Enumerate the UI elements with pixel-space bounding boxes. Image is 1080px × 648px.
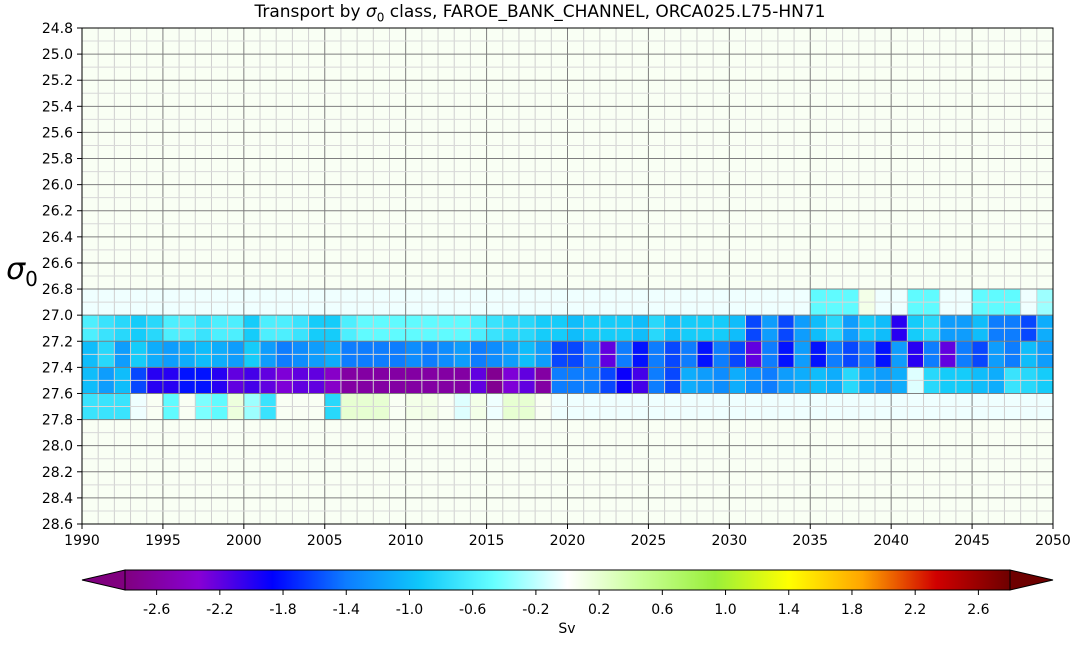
colorbar-tick-label: -2.2 — [206, 602, 233, 618]
y-tick-label: 28.0 — [42, 439, 73, 455]
y-tick-label: 26.6 — [42, 256, 73, 272]
y-axis-label-symbol: σ — [6, 252, 26, 287]
colorbar-tick-label: 1.0 — [714, 602, 736, 618]
grid-lines — [81, 27, 1054, 525]
y-tick-label: 28.2 — [42, 465, 73, 481]
y-tick-label: 25.2 — [42, 73, 73, 89]
y-tick-label: 27.2 — [42, 334, 73, 350]
colorbar-tick-label: -1.0 — [396, 602, 423, 618]
colorbar-tick-label: -1.8 — [269, 602, 296, 618]
x-tick-label: 2030 — [712, 533, 748, 549]
colorbar-tick-label: -1.4 — [333, 602, 360, 618]
y-tick-label: 28.6 — [42, 517, 73, 533]
y-axis: 24.8 25.0 25.2 25.4 25.6 25.8 26.0 26.2 26.4 26.6… — [42, 21, 82, 533]
colorbar-tick-label: -2.6 — [143, 602, 170, 618]
x-tick-label: 2000 — [226, 533, 262, 549]
colorbar-tick-label: 1.8 — [841, 602, 863, 618]
x-tick-label: 1995 — [145, 533, 181, 549]
x-axis: 1990 1995 2000 2005 2010 2015 2020 2025 2030 2035… — [64, 524, 1071, 549]
colorbar-tick-label: 1.4 — [778, 602, 800, 618]
colorbar-tick-label: 0.6 — [651, 602, 673, 618]
colorbar-extend-max — [1009, 569, 1054, 591]
y-tick-label: 26.8 — [42, 282, 73, 298]
colorbar-tick-label: -0.6 — [459, 602, 486, 618]
x-tick-label: 2025 — [631, 533, 667, 549]
y-tick-label: 28.4 — [42, 491, 73, 507]
colorbar-extend-min — [81, 569, 126, 591]
y-tick-label: 27.8 — [42, 413, 73, 429]
chart-title-suffix: class, FAROE_BANK_CHANNEL, ORCA025.L75-H… — [384, 2, 826, 22]
y-tick-label: 25.8 — [42, 152, 73, 168]
y-axis-label: σ0 — [2, 252, 42, 291]
x-tick-label: 2015 — [469, 533, 505, 549]
x-tick-label: 1990 — [64, 533, 100, 549]
colorbar-label: Sv — [558, 621, 576, 637]
y-tick-label: 26.0 — [42, 178, 73, 194]
colorbar: -2.6 -2.2 -1.8 -1.4 -1.0 -0.6 -0.2 0.2 0.6 1.0 1.4… — [81, 569, 1054, 618]
chart-title: Transport by σ0 class, FAROE_BANK_CHANNE… — [0, 0, 1080, 29]
y-tick-label: 27.6 — [42, 386, 73, 402]
colorbar-tick-label: 2.6 — [967, 602, 989, 618]
y-tick-label: 24.8 — [42, 21, 73, 37]
y-tick-label: 26.4 — [42, 230, 73, 246]
colorbar-tick-label: 2.2 — [904, 602, 926, 618]
x-tick-label: 2005 — [307, 533, 343, 549]
x-tick-label: 2050 — [1035, 533, 1071, 549]
y-tick-label: 25.0 — [42, 47, 73, 63]
colorbar-tick-label: -0.2 — [522, 602, 549, 618]
chart-title-symbol: σ — [365, 2, 377, 22]
x-tick-label: 2040 — [873, 533, 909, 549]
x-tick-label: 2020 — [550, 533, 586, 549]
y-tick-label: 27.0 — [42, 308, 73, 324]
y-axis-label-subscript: 0 — [25, 267, 38, 291]
y-tick-label: 25.6 — [42, 125, 73, 141]
x-tick-label: 2045 — [954, 533, 990, 549]
colorbar-gradient — [124, 569, 1011, 591]
y-tick-label: 26.2 — [42, 204, 73, 220]
chart-title-subscript: 0 — [376, 10, 385, 25]
y-tick-label: 27.4 — [42, 360, 73, 376]
y-tick-label: 25.4 — [42, 99, 73, 115]
x-tick-label: 2035 — [792, 533, 828, 549]
x-tick-label: 2010 — [388, 533, 424, 549]
colorbar-tick-label: 0.2 — [588, 602, 610, 618]
chart-title-prefix: Transport by — [254, 2, 366, 22]
